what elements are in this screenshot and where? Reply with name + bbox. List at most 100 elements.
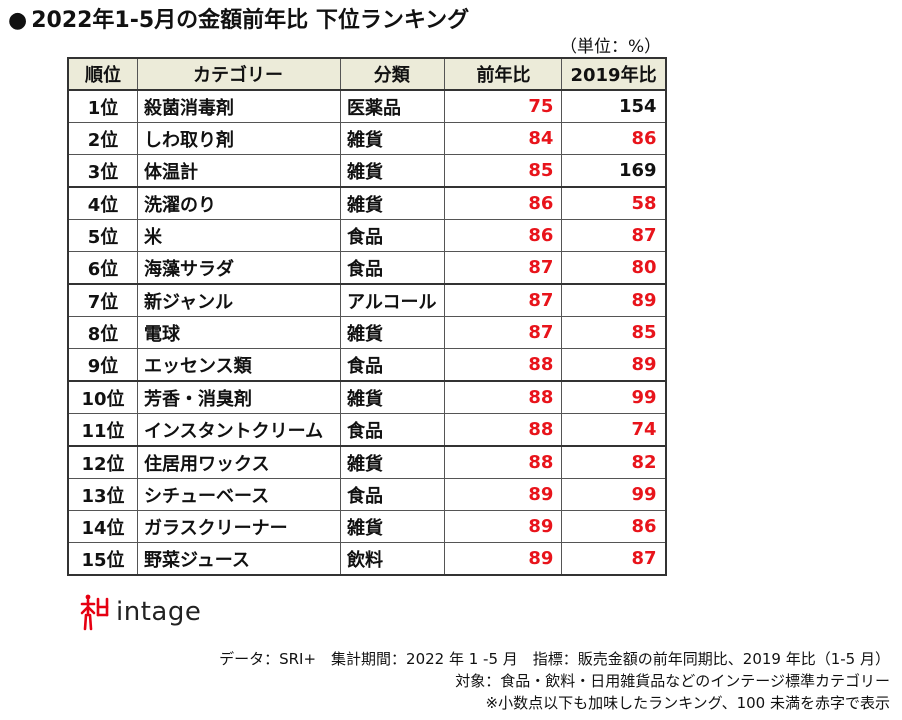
yoy-cell: 88 [444, 380, 563, 414]
vs2019-cell: 86 [561, 122, 667, 155]
yoy-cell: 75 [444, 89, 563, 123]
class-cell: 雑貨 [339, 154, 446, 188]
header-class: 分類 [339, 57, 446, 91]
intage-logo: intage [80, 593, 201, 631]
category-cell: エッセンス類 [137, 348, 341, 382]
vs2019-cell: 85 [561, 316, 667, 349]
intage-wordmark: intage [116, 597, 202, 627]
class-cell: アルコール [339, 283, 446, 317]
rank-cell: 8位 [67, 316, 138, 349]
category-cell: ガラスクリーナー [137, 510, 341, 543]
table-row: 1位 殺菌消毒剤 医薬品 75 154 [67, 89, 667, 123]
category-cell: 洗濯のり [137, 186, 341, 220]
header-yoy: 前年比 [444, 57, 563, 91]
yoy-cell: 87 [444, 283, 563, 317]
vs2019-cell: 154 [561, 89, 667, 123]
unit-label: （単位：%） [560, 37, 662, 57]
table-row: 8位 電球 雑貨 87 85 [67, 316, 667, 349]
rank-cell: 4位 [67, 186, 138, 220]
class-cell: 食品 [339, 348, 446, 382]
yoy-cell: 88 [444, 445, 563, 479]
rank-cell: 12位 [67, 445, 138, 479]
vs2019-cell: 99 [561, 380, 667, 414]
header-rank: 順位 [67, 57, 138, 91]
category-cell: 電球 [137, 316, 341, 349]
page-title: ● 2022年1-5月の金額前年比 下位ランキング [8, 2, 469, 34]
footnote-ranking-note: ※小数点以下も加味したランキング、100 未満を赤字で表示 [485, 694, 890, 712]
category-cell: 新ジャンル [137, 283, 341, 317]
table-row: 6位 海藻サラダ 食品 87 80 [67, 251, 667, 285]
yoy-cell: 84 [444, 122, 563, 155]
header-category: カテゴリー [137, 57, 341, 91]
footnote-target: 対象：食品・飲料・日用雑貨品などのインテージ標準カテゴリー [455, 672, 890, 690]
table-header-row: 順位 カテゴリー 分類 前年比 2019年比 [67, 57, 667, 91]
footnote-data-source: データ：SRI+ 集計期間：2022 年 1 -5 月 指標：販売金額の前年同期… [219, 650, 890, 668]
yoy-cell: 88 [444, 348, 563, 382]
vs2019-cell: 89 [561, 283, 667, 317]
table-row: 15位 野菜ジュース 飲料 89 87 [67, 542, 667, 576]
category-cell: 海藻サラダ [137, 251, 341, 285]
table-row: 4位 洗濯のり 雑貨 86 58 [67, 186, 667, 220]
table-row: 5位米食品 86 87 [67, 219, 667, 252]
category-cell: 野菜ジュース [137, 542, 341, 576]
rank-cell: 11位 [67, 413, 138, 447]
vs2019-cell: 99 [561, 478, 667, 511]
category-cell: 米 [137, 219, 341, 252]
title-text: 2022年1-5月の金額前年比 下位ランキング [31, 8, 470, 33]
ranking-table: 順位 カテゴリー 分類 前年比 2019年比 1位 殺菌消毒剤 医薬品 75 154 2位… [67, 57, 667, 576]
table-row: 9位 エッセンス類 食品 88 89 [67, 348, 667, 382]
bullet-icon: ● [8, 8, 28, 33]
vs2019-cell: 169 [561, 154, 667, 188]
vs2019-cell: 82 [561, 445, 667, 479]
yoy-cell: 89 [444, 542, 563, 576]
yoy-cell: 87 [444, 316, 563, 349]
class-cell: 雑貨 [339, 445, 446, 479]
rank-cell: 2位 [67, 122, 138, 155]
yoy-cell: 86 [444, 186, 563, 220]
category-cell: インスタントクリーム [137, 413, 341, 447]
yoy-cell: 87 [444, 251, 563, 285]
rank-cell: 3位 [67, 154, 138, 188]
yoy-cell: 85 [444, 154, 563, 188]
table-row: 7位 新ジャンル アルコール 87 89 [67, 283, 667, 317]
class-cell: 雑貨 [339, 122, 446, 155]
yoy-cell: 89 [444, 510, 563, 543]
table-row: 13位 シチューベース 食品 89 99 [67, 478, 667, 511]
rank-cell: 10位 [67, 380, 138, 414]
category-cell: 住居用ワックス [137, 445, 341, 479]
table-row: 10位 芳香・消臭剤 雑貨 88 99 [67, 380, 667, 414]
class-cell: 食品 [339, 251, 446, 285]
class-cell: 雑貨 [339, 316, 446, 349]
vs2019-cell: 87 [561, 219, 667, 252]
rank-cell: 13位 [67, 478, 138, 511]
vs2019-cell: 80 [561, 251, 667, 285]
class-cell: 食品 [339, 219, 446, 252]
footnotes: データ：SRI+ 集計期間：2022 年 1 -5 月 指標：販売金額の前年同期… [219, 648, 890, 714]
rank-cell: 15位 [67, 542, 138, 576]
header-vs2019: 2019年比 [561, 57, 667, 91]
table-row: 11位 インスタントクリーム 食品 88 74 [67, 413, 667, 447]
category-cell: 芳香・消臭剤 [137, 380, 341, 414]
table-row: 14位 ガラスクリーナー 雑貨 89 86 [67, 510, 667, 543]
rank-cell: 7位 [67, 283, 138, 317]
class-cell: 食品 [339, 478, 446, 511]
class-cell: 雑貨 [339, 510, 446, 543]
rank-cell: 14位 [67, 510, 138, 543]
table-row: 3位 体温計 雑貨 85 169 [67, 154, 667, 188]
yoy-cell: 88 [444, 413, 563, 447]
class-cell: 雑貨 [339, 380, 446, 414]
category-cell: シチューベース [137, 478, 341, 511]
table-row: 2位 しわ取り剤 雑貨 84 86 [67, 122, 667, 155]
category-cell: しわ取り剤 [137, 122, 341, 155]
intage-figure-icon [80, 594, 109, 631]
rank-cell: 1位 [67, 89, 138, 123]
rank-cell: 5位 [67, 219, 138, 252]
vs2019-cell: 86 [561, 510, 667, 543]
class-cell: 食品 [339, 413, 446, 447]
yoy-cell: 86 [444, 219, 563, 252]
yoy-cell: 89 [444, 478, 563, 511]
vs2019-cell: 74 [561, 413, 667, 447]
class-cell: 飲料 [339, 542, 446, 576]
class-cell: 雑貨 [339, 186, 446, 220]
class-cell: 医薬品 [339, 89, 446, 123]
